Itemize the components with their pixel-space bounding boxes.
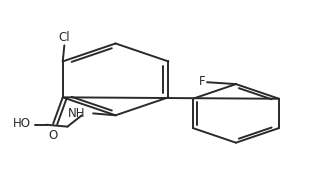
Text: HO: HO — [13, 117, 30, 130]
Text: NH: NH — [67, 107, 85, 120]
Text: Cl: Cl — [58, 31, 70, 44]
Text: O: O — [48, 129, 58, 142]
Text: F: F — [199, 75, 205, 88]
